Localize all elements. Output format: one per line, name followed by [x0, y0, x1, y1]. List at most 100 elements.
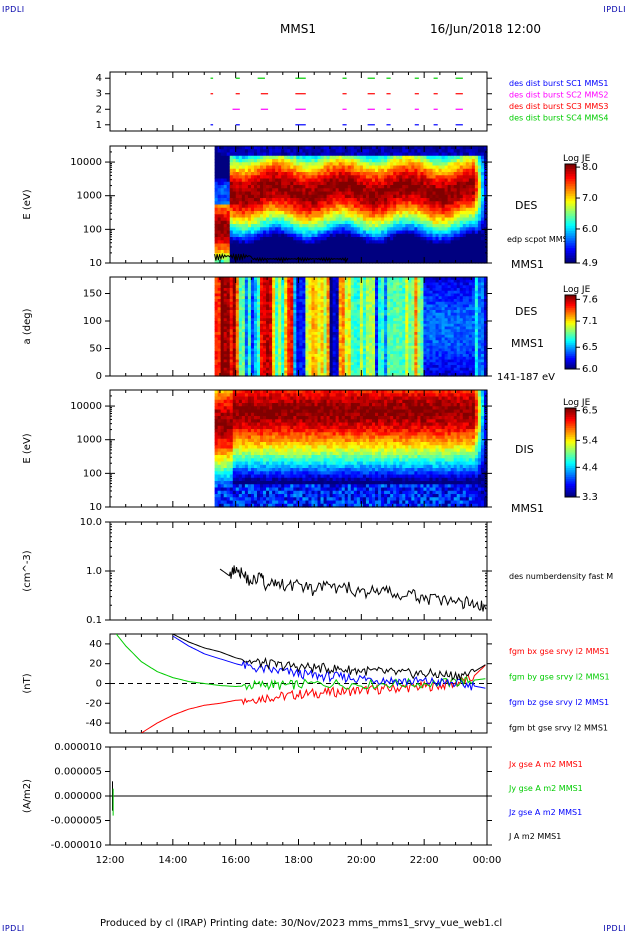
heatmap-cell: [393, 165, 397, 170]
heatmap-cell: [356, 220, 361, 225]
heatmap-cell: [220, 282, 225, 286]
heatmap-cell: [417, 256, 422, 261]
heatmap-cell: [299, 243, 303, 248]
heatmap-cell: [232, 152, 237, 157]
heatmap-cell: [226, 340, 231, 344]
heatmap-cell: [417, 162, 422, 167]
heatmap-cell: [417, 146, 422, 150]
heatmap-cell: [266, 337, 270, 341]
heatmap-cell: [368, 224, 373, 228]
heatmap-cell: [308, 146, 313, 150]
heatmap-cell: [296, 152, 300, 157]
heatmap-cell: [263, 198, 267, 202]
heatmap-cell: [435, 220, 440, 225]
heatmap-cell: [393, 259, 397, 264]
heatmap-cell: [253, 178, 258, 183]
heatmap-cell: [471, 178, 476, 183]
heatmap-cell: [474, 168, 479, 173]
heatmap-cell: [405, 188, 409, 193]
heatmap-cell: [456, 155, 461, 160]
heatmap-cell: [247, 162, 252, 167]
heatmap-cell: [269, 334, 273, 339]
heatmap-cell: [299, 211, 303, 215]
heatmap-cell: [214, 224, 219, 228]
heatmap-cell: [293, 343, 297, 347]
heatmap-cell: [326, 172, 331, 176]
heatmap-cell: [453, 207, 458, 212]
heatmap-cell: [293, 321, 297, 325]
heatmap-cell: [344, 152, 349, 157]
heatmap-cell: [399, 175, 403, 180]
heatmap-cell: [281, 211, 285, 215]
heatmap-cell: [420, 240, 425, 245]
heatmap-cell: [256, 155, 261, 160]
heatmap-cell: [281, 279, 285, 284]
heatmap-cell: [308, 233, 313, 238]
heatmap-cell: [381, 181, 385, 186]
heatmap-cell: [332, 290, 337, 295]
heatmap-cell: [408, 220, 412, 225]
heatmap-cell: [284, 152, 288, 157]
heatmap-cell: [275, 290, 279, 295]
heatmap-cell: [263, 191, 267, 196]
heatmap-cell: [269, 340, 273, 344]
heatmap-cell: [223, 204, 228, 209]
heatmap-cell: [244, 293, 249, 297]
heatmap-cell: [278, 237, 282, 241]
heatmap-cell: [302, 207, 307, 212]
heatmap-cell: [217, 301, 222, 306]
heatmap-cell: [381, 227, 385, 232]
heatmap-cell: [477, 224, 482, 228]
heatmap-cell: [238, 211, 243, 215]
heatmap-cell: [290, 332, 294, 336]
heatmap-cell: [238, 343, 243, 347]
heatmap-cell: [402, 152, 406, 157]
heatmap-cell: [220, 296, 225, 300]
heatmap-cell: [263, 290, 267, 295]
heatmap-cell: [293, 191, 297, 196]
heatmap-cell: [250, 282, 255, 286]
heatmap-cell: [250, 279, 255, 284]
heatmap-cell: [269, 318, 273, 322]
heatmap-cell: [217, 329, 222, 333]
heatmap-cell: [408, 178, 412, 183]
heatmap-cell: [244, 354, 249, 358]
heatmap-cell: [220, 312, 225, 317]
heatmap-cell: [263, 304, 267, 308]
heatmap-cell: [302, 343, 307, 347]
heatmap-cell: [293, 243, 297, 248]
heatmap-cell: [338, 165, 343, 170]
heatmap-cell: [263, 310, 267, 314]
heatmap-cell: [238, 345, 243, 350]
heatmap-cell: [308, 307, 313, 311]
heatmap-cell: [284, 168, 288, 173]
heatmap-cell: [275, 373, 279, 377]
heatmap-cell: [244, 277, 249, 281]
heatmap-cell: [353, 146, 358, 150]
heatmap-cell: [311, 326, 316, 330]
heatmap-cell: [317, 329, 322, 333]
heatmap-cell: [432, 230, 437, 235]
heatmap-cell: [414, 191, 418, 196]
heatmap-cell: [480, 207, 485, 212]
heatmap-cell: [317, 146, 322, 150]
heatmap-cell: [311, 259, 316, 264]
heatmap-cell: [471, 227, 476, 232]
heatmap-cell: [480, 149, 485, 154]
heatmap-cell: [480, 159, 485, 163]
heatmap-cell: [465, 198, 470, 202]
heatmap-cell: [375, 207, 379, 212]
heatmap-cell: [417, 253, 422, 258]
heatmap-cell: [217, 282, 222, 286]
heatmap-cell: [375, 243, 379, 248]
heatmap-cell: [263, 370, 267, 374]
heatmap-cell: [353, 240, 358, 245]
heatmap-cell: [272, 237, 276, 241]
heatmap-cell: [244, 243, 249, 248]
heatmap-cell: [378, 214, 382, 219]
heatmap-cell: [332, 312, 337, 317]
heatmap-cell: [250, 155, 255, 160]
heatmap-cell: [284, 343, 288, 347]
heatmap-cell: [350, 243, 355, 248]
heatmap-cell: [272, 282, 276, 286]
